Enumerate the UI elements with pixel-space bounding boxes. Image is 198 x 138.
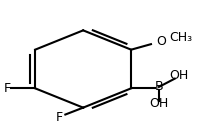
Text: F: F [56,111,63,124]
Text: O: O [156,35,166,48]
Text: CH₃: CH₃ [169,31,192,44]
Text: F: F [4,82,11,95]
Text: OH: OH [169,69,188,82]
Text: OH: OH [149,97,168,110]
Text: B: B [155,80,163,93]
